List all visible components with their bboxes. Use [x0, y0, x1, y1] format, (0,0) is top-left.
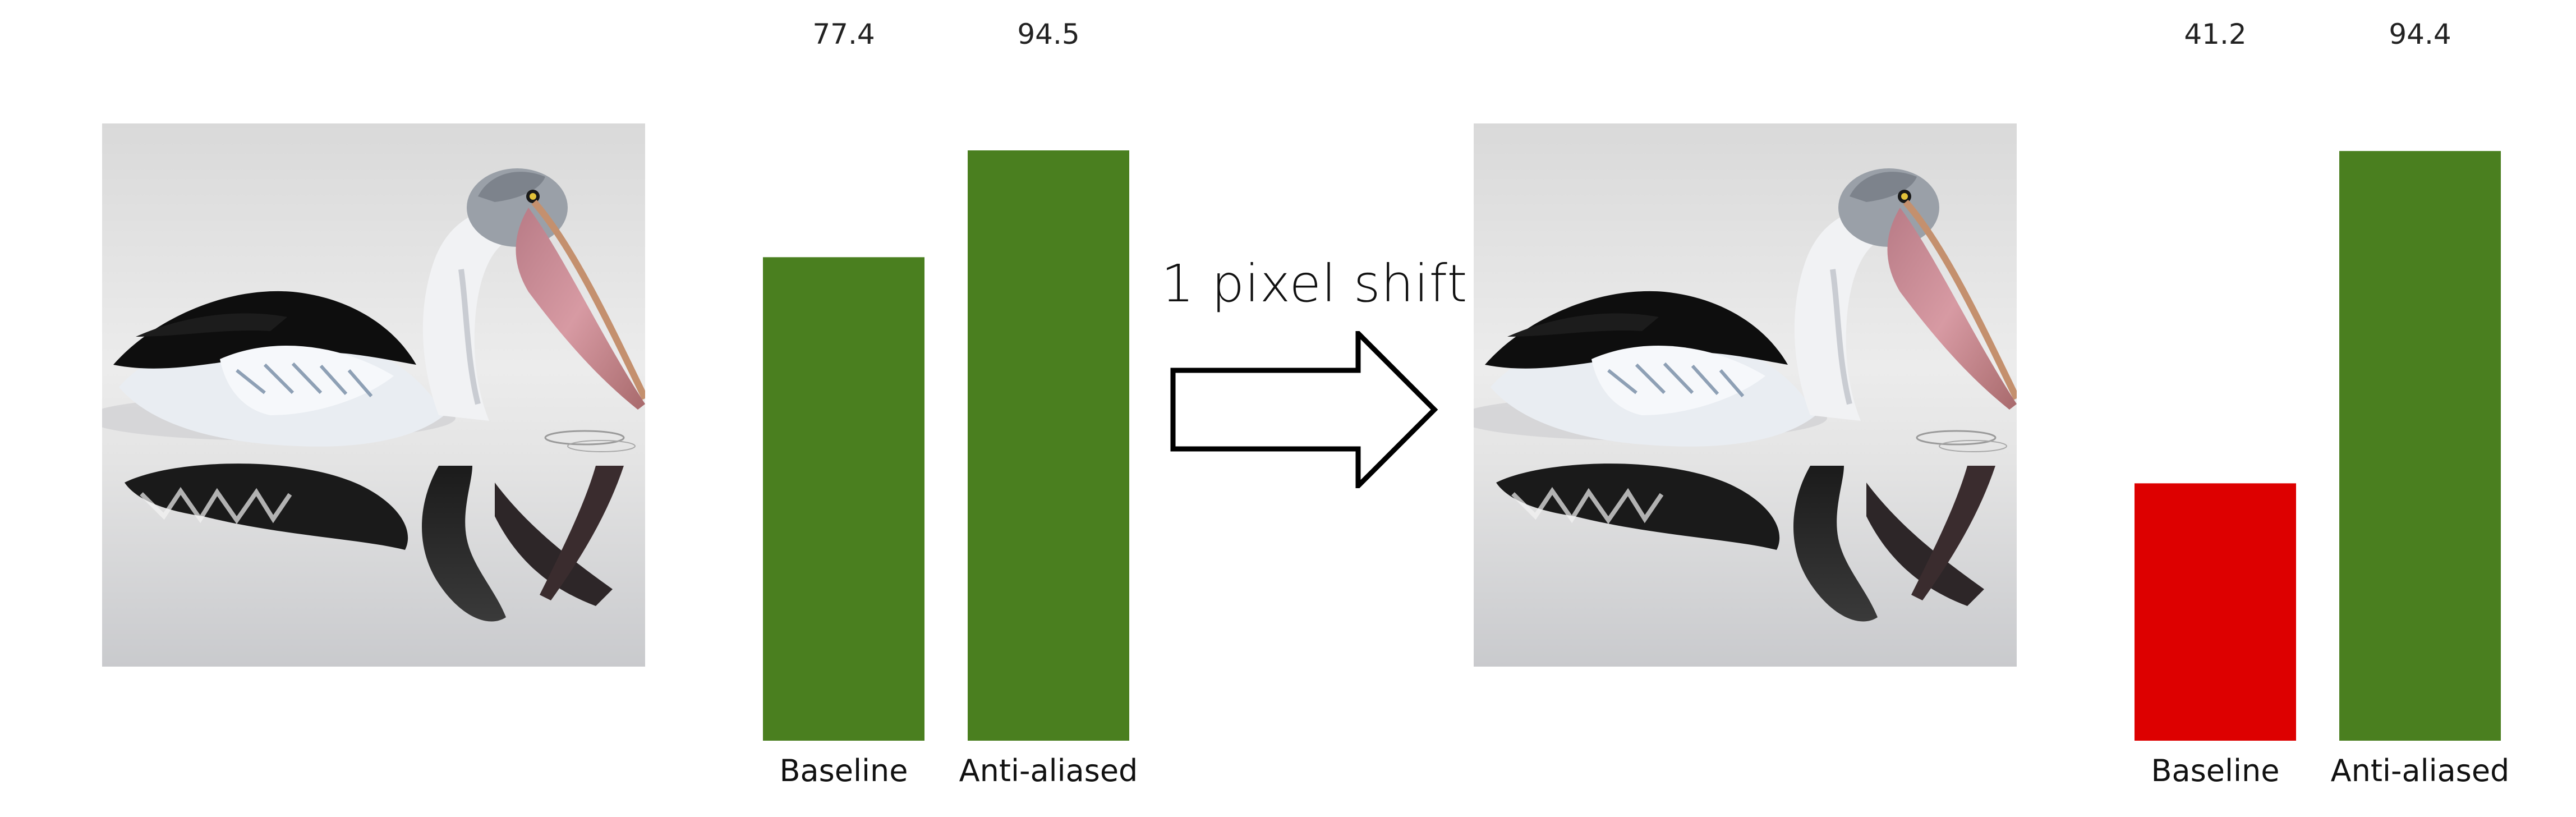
pelican-image-original: [102, 123, 645, 667]
bar-anti-aliased: [968, 150, 1129, 741]
bar-anti-aliased: [2339, 151, 2501, 741]
tick-label: Baseline: [2151, 753, 2280, 788]
bar-chart-shifted: 41.2 Baseline 94.4 Anti-aliased: [2135, 18, 2510, 788]
bar-chart-original: 77.4 Baseline 94.5 Anti-aliased: [763, 18, 1138, 788]
tick-label: Anti-aliased: [959, 753, 1138, 788]
shift-annotation-label: 1 pixel shift: [1161, 254, 1468, 314]
pelican-image-shifted: [1474, 123, 2017, 667]
tick-label: Baseline: [780, 753, 908, 788]
tick-label: Anti-aliased: [2331, 753, 2510, 788]
value-label: 77.4: [812, 18, 875, 51]
value-label: 94.5: [1017, 18, 1079, 51]
bar-baseline: [2135, 483, 2296, 741]
value-label: 41.2: [2184, 18, 2246, 51]
right-arrow-icon: [1170, 331, 1438, 488]
value-label: 94.4: [2389, 18, 2451, 51]
bar-baseline: [763, 257, 924, 741]
